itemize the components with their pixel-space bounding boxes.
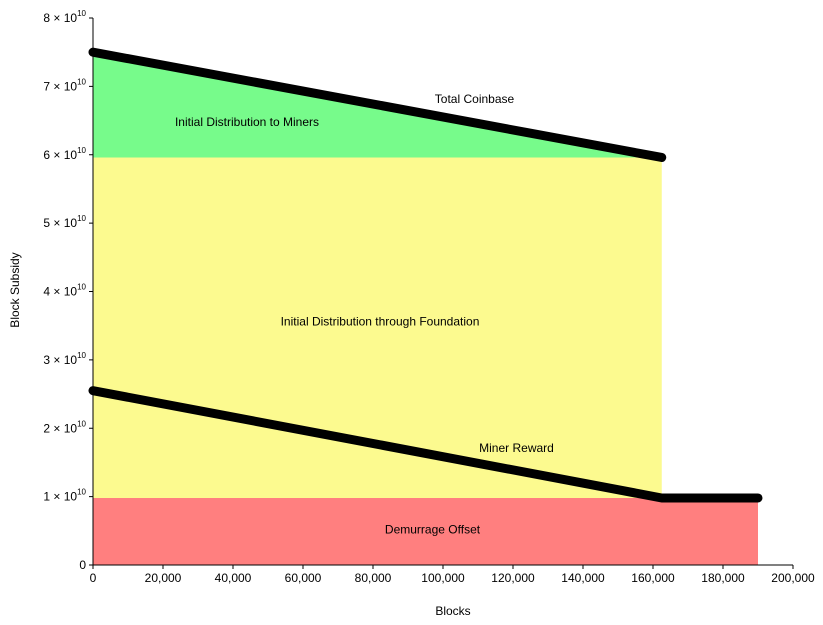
y-tick-label: 6 × 1010: [43, 146, 86, 162]
region-label-demurrage-offset: Demurrage Offset: [385, 523, 481, 537]
region-label-initial-distribution-through-foundation: Initial Distribution through Foundation: [281, 315, 480, 329]
x-tick-label: 80,000: [355, 571, 392, 585]
region-demurrage-offset: [93, 497, 758, 565]
series-line-miner-reward: [88, 386, 763, 503]
x-axis-label: Blocks: [435, 604, 470, 618]
tick-labels: 0 20,000 40,000 60,000 80,000 100,000 120,000 1…: [43, 9, 815, 585]
x-tick-label: 60,000: [285, 571, 322, 585]
x-tick-label: 180,000: [701, 571, 745, 585]
y-tick-label: 2 × 1010: [43, 419, 86, 435]
x-tick-label: 160,000: [631, 571, 675, 585]
series-lines: [88, 47, 763, 503]
series-label-total-coinbase: Total Coinbase: [435, 92, 515, 106]
region-label-initial-distribution-to-miners: Initial Distribution to Miners: [175, 115, 319, 129]
y-tick-label: 4 × 1010: [43, 283, 86, 299]
x-tick-label: 120,000: [491, 571, 535, 585]
series-line-total-coinbase: [88, 47, 667, 162]
series-label-miner-reward: Miner Reward: [479, 441, 554, 455]
y-tick-label: 0: [79, 558, 86, 572]
x-tick-label: 140,000: [561, 571, 605, 585]
y-tick-label: 1 × 1010: [43, 488, 86, 504]
axes: [89, 17, 794, 569]
y-tick-label: 8 × 1010: [43, 9, 86, 25]
x-tick-label: 20,000: [145, 571, 182, 585]
annotations: Demurrage Offset Initial Distribution thr…: [175, 92, 554, 537]
y-tick-label: 5 × 1010: [43, 214, 86, 230]
y-tick-label: 3 × 1010: [43, 351, 86, 367]
y-tick-label: 7 × 1010: [43, 77, 86, 93]
x-tick-label: 0: [90, 571, 97, 585]
x-tick-label: 40,000: [215, 571, 252, 585]
area-regions: [93, 52, 758, 565]
x-tick-label: 200,000: [771, 571, 815, 585]
x-tick-label: 100,000: [421, 571, 465, 585]
y-axis-label: Block Subsidy: [8, 252, 22, 327]
